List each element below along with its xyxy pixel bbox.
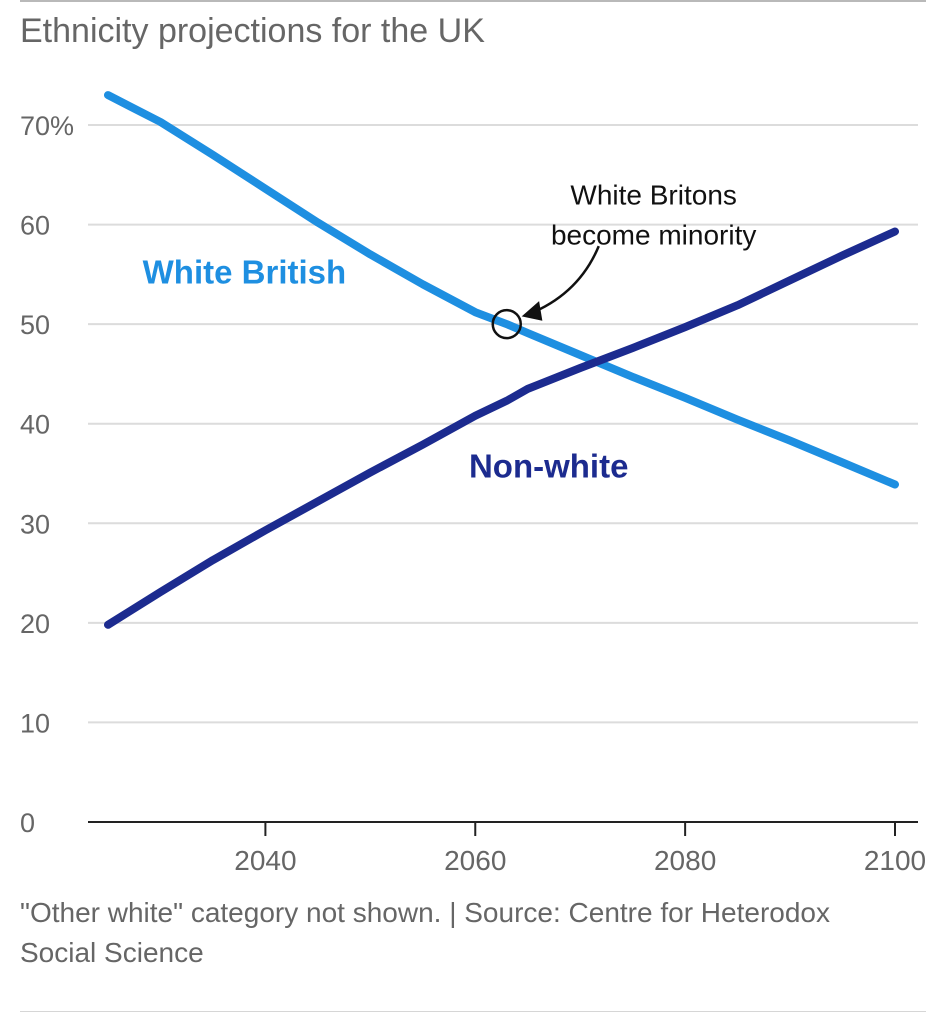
x-tick-label: 2080 — [654, 845, 716, 876]
y-tick-label: 70% — [20, 111, 74, 141]
y-tick-label: 10 — [20, 708, 50, 738]
x-tick-label: 2100 — [864, 845, 926, 876]
y-tick-label: 20 — [20, 609, 50, 639]
crossover-marker — [491, 308, 522, 340]
series-label-non-white: Non-white — [469, 447, 628, 484]
annotation-text-line: become minority — [551, 220, 756, 251]
chart-title: Ethnicity projections for the UK — [20, 12, 485, 50]
series-line-non-white — [104, 227, 899, 629]
bottom-rule — [20, 1011, 926, 1012]
series-line-white-british — [104, 91, 899, 489]
x-tick-label: 2060 — [444, 845, 506, 876]
y-tick-label: 0 — [20, 808, 35, 838]
line-chart: 0 10 20 30 40 50 60 70% 2040 2060 2080 2100 White Br… — [20, 91, 926, 876]
annotation-arrowhead — [521, 301, 543, 321]
top-rule — [20, 0, 926, 2]
y-tick-label: 60 — [20, 211, 50, 241]
y-tick-label: 30 — [20, 509, 50, 539]
series-label-white-british: White British — [143, 253, 347, 290]
y-tick-label: 40 — [20, 410, 50, 440]
annotation-text-line: White Britons — [570, 180, 737, 211]
x-tick-label: 2040 — [234, 845, 296, 876]
source-note: "Other white" category not shown. | Sour… — [20, 897, 830, 968]
y-tick-label: 50 — [20, 310, 50, 340]
